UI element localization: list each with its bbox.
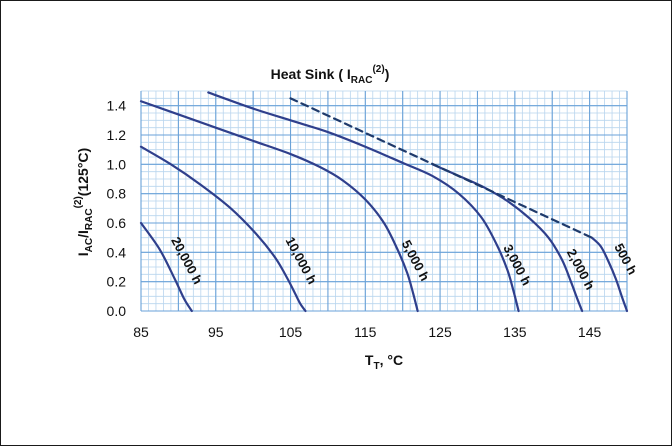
x-tick-label: 135 bbox=[503, 324, 527, 340]
y-axis-label: IAC/IRAC(2)(125°C) bbox=[73, 148, 95, 256]
chart-grid bbox=[140, 90, 628, 312]
y-tick-label: 1.0 bbox=[107, 156, 127, 172]
series-line-500-h bbox=[590, 236, 629, 313]
series-line-20-000-h bbox=[139, 221, 193, 313]
series-line-10-000-h bbox=[139, 145, 307, 313]
y-tick-label: 0.4 bbox=[107, 244, 127, 260]
tick-labels: 85 95 105 115 125 135 145 0.0 0.2 0.4 0.6 0.8 1.0 1.2… bbox=[107, 98, 602, 340]
x-axis-label: TT, °C bbox=[365, 352, 403, 372]
y-tick-label: 1.4 bbox=[107, 98, 127, 114]
series-layer bbox=[139, 91, 629, 313]
curve-label: 2,000 h bbox=[564, 246, 598, 292]
chart-title: Heat Sink ( IRAC(2)) bbox=[271, 64, 390, 86]
x-tick-label: 115 bbox=[354, 324, 377, 340]
x-tick-label: 125 bbox=[428, 324, 452, 340]
y-tick-label: 0.0 bbox=[107, 303, 127, 319]
series-line-2-000-h bbox=[431, 163, 584, 313]
y-tick-label: 0.8 bbox=[107, 186, 127, 202]
series-line-limit bbox=[289, 97, 593, 239]
series-line-3-000-h bbox=[207, 91, 520, 313]
x-tick-label: 145 bbox=[578, 324, 602, 340]
curve-label: 5,000 h bbox=[399, 238, 433, 284]
x-tick-label: 85 bbox=[133, 324, 149, 340]
series-line-5-000-h bbox=[139, 100, 419, 313]
x-tick-label: 105 bbox=[279, 324, 303, 340]
y-tick-label: 1.2 bbox=[107, 127, 127, 143]
y-tick-label: 0.2 bbox=[107, 274, 127, 290]
y-tick-label: 0.6 bbox=[107, 215, 127, 231]
curve-label: 500 h bbox=[611, 241, 640, 277]
x-tick-label: 95 bbox=[208, 324, 224, 340]
